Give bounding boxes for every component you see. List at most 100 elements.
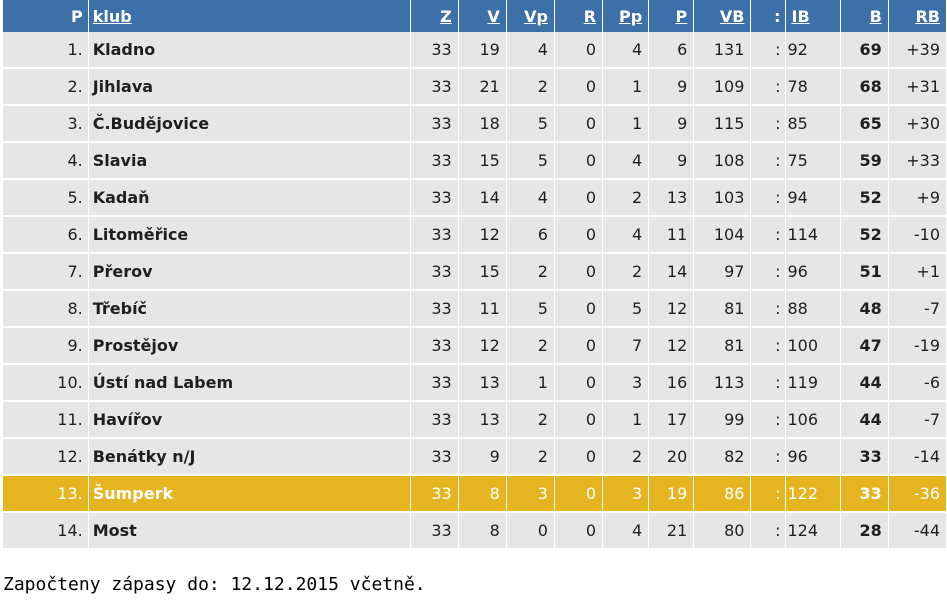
table-row: 2. Jihlava 33 21 2 0 1 9 109:78 68 +31 — [3, 68, 947, 106]
overtime-wins-cell: 2 — [506, 327, 555, 365]
position-cell: 2. — [3, 68, 89, 106]
goals-against-cell: 119 — [785, 364, 841, 402]
overtime-losses-cell: 4 — [602, 142, 650, 180]
losses-cell: 20 — [648, 438, 695, 476]
goals-for-cell: 113 — [693, 364, 752, 402]
goals-for-cell: 103 — [693, 179, 752, 217]
overtime-losses-cell: 3 — [602, 475, 650, 513]
header-v-sort-link[interactable]: V — [458, 0, 507, 32]
goals-against-cell: 92 — [785, 32, 841, 69]
losses-cell: 6 — [648, 32, 695, 69]
overtime-losses-cell: 1 — [602, 68, 650, 106]
points-cell: 69 — [840, 32, 889, 69]
club-name-cell: Benátky n/J — [88, 438, 411, 476]
goal-difference-cell: -6 — [888, 364, 947, 402]
points-cell: 59 — [840, 142, 889, 180]
position-cell: 11. — [3, 401, 89, 439]
header-vp-sort-link[interactable]: Vp — [506, 0, 555, 32]
club-name-cell: Slavia — [88, 142, 411, 180]
played-cell: 33 — [410, 68, 459, 106]
draws-cell: 0 — [554, 68, 604, 106]
header-vb-sort-link[interactable]: VB — [693, 0, 752, 32]
header-klub-sort-link[interactable]: klub — [88, 0, 411, 32]
table-row: 1. Kladno 33 19 4 0 4 6 131:92 69 +39 — [3, 32, 947, 69]
wins-cell: 13 — [458, 401, 507, 439]
goals-for-cell: 80 — [693, 512, 752, 550]
draws-cell: 0 — [554, 401, 604, 439]
overtime-losses-cell: 4 — [602, 216, 650, 254]
goal-difference-cell: +1 — [888, 253, 947, 291]
losses-cell: 9 — [648, 142, 695, 180]
table-row: 8. Třebíč 33 11 5 0 5 12 81:88 48 -7 — [3, 290, 947, 328]
table-row: 10. Ústí nad Labem 33 13 1 0 3 16 113:119 44 -6 — [3, 364, 947, 402]
header-p-sort-link[interactable]: P — [648, 0, 695, 32]
header-z-sort-link[interactable]: Z — [410, 0, 459, 32]
goal-difference-cell: -44 — [888, 512, 947, 550]
overtime-losses-cell: 4 — [602, 512, 650, 550]
header-ib-sort-link[interactable]: IB — [785, 0, 841, 32]
wins-cell: 19 — [458, 32, 507, 69]
table-row: 3. Č.Budějovice 33 18 5 0 1 9 115:85 65 +30 — [3, 105, 947, 143]
goals-against-cell: 75 — [785, 142, 841, 180]
header-r-sort-link[interactable]: R — [554, 0, 604, 32]
played-cell: 33 — [410, 290, 459, 328]
losses-cell: 14 — [648, 253, 695, 291]
wins-cell: 15 — [458, 253, 507, 291]
played-cell: 33 — [410, 216, 459, 254]
points-cell: 44 — [840, 401, 889, 439]
draws-cell: 0 — [554, 475, 604, 513]
header-b-sort-link[interactable]: B — [840, 0, 889, 32]
losses-cell: 9 — [648, 105, 695, 143]
goal-difference-cell: -36 — [888, 475, 947, 513]
club-name-cell: Šumperk — [88, 475, 411, 513]
table-row: 7. Přerov 33 15 2 0 2 14 97:96 51 +1 — [3, 253, 947, 291]
position-cell: 6. — [3, 216, 89, 254]
wins-cell: 14 — [458, 179, 507, 217]
header-pp-sort-link[interactable]: Pp — [602, 0, 650, 32]
overtime-wins-cell: 6 — [506, 216, 555, 254]
position-cell: 12. — [3, 438, 89, 476]
losses-cell: 16 — [648, 364, 695, 402]
goals-for-cell: 108 — [693, 142, 752, 180]
points-cell: 65 — [840, 105, 889, 143]
goal-difference-cell: -7 — [888, 290, 947, 328]
goal-difference-cell: -14 — [888, 438, 947, 476]
table-row: 4. Slavia 33 15 5 0 4 9 108:75 59 +33 — [3, 142, 947, 180]
club-name-cell: Most — [88, 512, 411, 550]
played-cell: 33 — [410, 253, 459, 291]
score-separator: : — [750, 364, 786, 402]
goal-difference-cell: -7 — [888, 401, 947, 439]
club-name-cell: Č.Budějovice — [88, 105, 411, 143]
losses-cell: 12 — [648, 290, 695, 328]
goals-against-cell: 88 — [785, 290, 841, 328]
score-separator: : — [750, 438, 786, 476]
played-cell: 33 — [410, 364, 459, 402]
losses-cell: 21 — [648, 512, 695, 550]
position-cell: 10. — [3, 364, 89, 402]
club-name-cell: Třebíč — [88, 290, 411, 328]
draws-cell: 0 — [554, 216, 604, 254]
draws-cell: 0 — [554, 438, 604, 476]
header-rb-sort-link[interactable]: RB — [888, 0, 947, 32]
club-name-cell: Kladno — [88, 32, 411, 69]
goals-against-cell: 96 — [785, 253, 841, 291]
overtime-losses-cell: 1 — [602, 401, 650, 439]
score-separator: : — [750, 401, 786, 439]
club-name-cell: Ústí nad Labem — [88, 364, 411, 402]
points-cell: 52 — [840, 216, 889, 254]
wins-cell: 15 — [458, 142, 507, 180]
goals-for-cell: 104 — [693, 216, 752, 254]
overtime-losses-cell: 2 — [602, 253, 650, 291]
score-separator: : — [750, 32, 786, 69]
club-name-cell: Litoměřice — [88, 216, 411, 254]
standings-body: 1. Kladno 33 19 4 0 4 6 131:92 69 +39 2. Jihlava 33 21… — [3, 32, 947, 550]
draws-cell: 0 — [554, 142, 604, 180]
losses-cell: 12 — [648, 327, 695, 365]
overtime-wins-cell: 5 — [506, 105, 555, 143]
overtime-wins-cell: 3 — [506, 475, 555, 513]
losses-cell: 9 — [648, 68, 695, 106]
overtime-wins-cell: 2 — [506, 253, 555, 291]
overtime-wins-cell: 2 — [506, 68, 555, 106]
club-name-cell: Jihlava — [88, 68, 411, 106]
score-separator: : — [750, 290, 786, 328]
